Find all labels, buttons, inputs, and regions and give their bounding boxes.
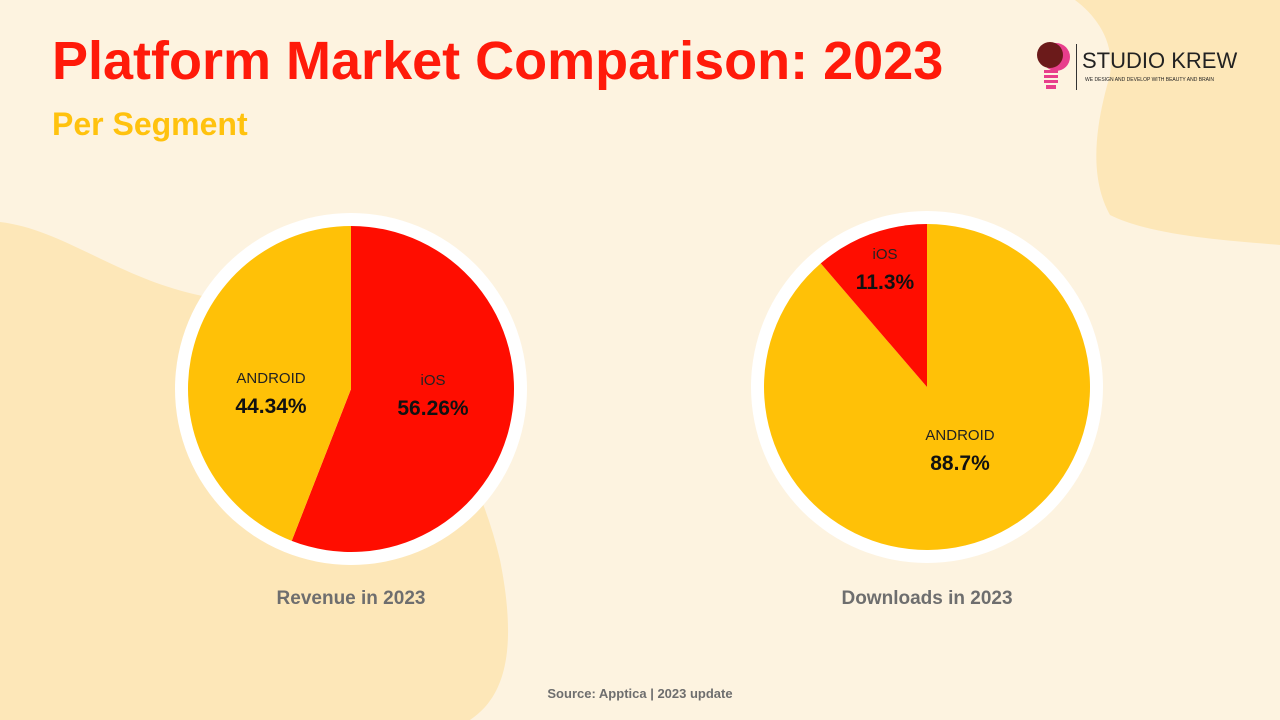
lightbulb-icon [1037, 42, 1070, 89]
revenue-label-android: ANDROID [236, 370, 305, 387]
downloads-label-android: ANDROID [925, 427, 994, 444]
logo-divider [1076, 44, 1077, 90]
revenue-slice-ios [291, 226, 515, 552]
downloads-value-android: 88.7% [930, 452, 990, 475]
studio-krew-logo: STUDIO KREW WE DESIGN AND DEVELOP WITH B… [1032, 38, 1237, 98]
logo-name: STUDIO KREW [1082, 48, 1238, 73]
downloads-value-ios: 11.3% [856, 271, 915, 294]
right-blob [1075, 0, 1280, 245]
revenue-slice-android [188, 226, 351, 541]
source-note: Source: Apptica | 2023 update [547, 686, 733, 701]
page-subtitle: Per Segment [52, 106, 248, 142]
revenue-value-ios: 56.26% [397, 397, 469, 420]
revenue-chart-title: Revenue in 2023 [276, 588, 426, 609]
downloads-chart-title: Downloads in 2023 [841, 588, 1013, 609]
page-title: Platform Market Comparison: 2023 [52, 31, 944, 91]
logo-tagline: WE DESIGN AND DEVELOP WITH BEAUTY AND BR… [1085, 77, 1215, 83]
revenue-label-ios: iOS [420, 372, 445, 389]
downloads-slice-ios [820, 224, 927, 387]
downloads-label-ios: iOS [872, 246, 897, 263]
revenue-value-android: 44.34% [235, 395, 307, 418]
